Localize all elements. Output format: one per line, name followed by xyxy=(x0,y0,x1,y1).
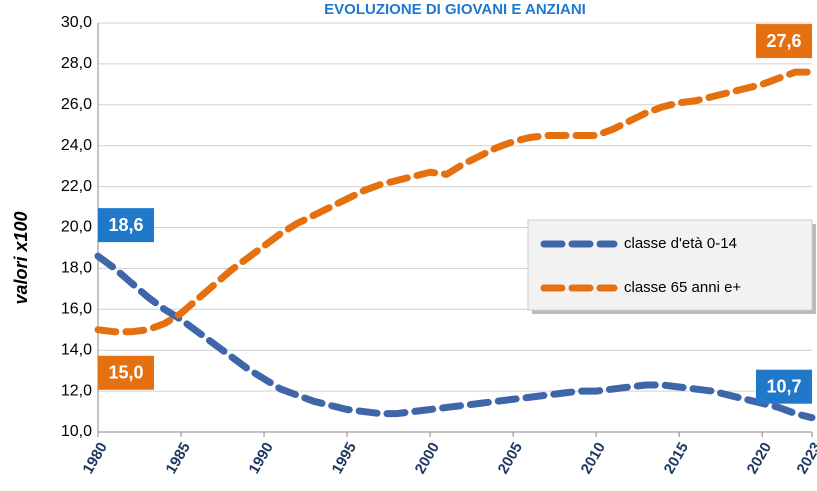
legend-label: classe 65 anni e+ xyxy=(624,279,741,296)
data-label-box xyxy=(756,24,812,59)
data-label: 18,6 xyxy=(108,215,143,235)
data-label: 10,7 xyxy=(766,376,801,396)
data-label-box xyxy=(98,355,154,390)
y-tick-label: 24,0 xyxy=(61,137,92,154)
series-line xyxy=(94,252,816,422)
y-tick-label: 16,0 xyxy=(61,301,92,318)
data-label: 27,6 xyxy=(766,31,801,51)
series-line xyxy=(94,68,816,336)
x-tick-label: 1985 xyxy=(163,439,194,476)
data-label-box xyxy=(756,369,812,404)
x-tick-label: 2000 xyxy=(412,439,443,476)
y-tick-label: 10,0 xyxy=(61,423,92,440)
x-tick-label: 2015 xyxy=(661,439,692,476)
y-tick-label: 12,0 xyxy=(61,382,92,399)
y-tick-label: 30,0 xyxy=(61,14,92,31)
y-tick-label: 20,0 xyxy=(61,219,92,236)
y-tick-label: 28,0 xyxy=(61,55,92,72)
x-tick-label: 2010 xyxy=(578,439,609,476)
x-tick-label: 2005 xyxy=(495,439,526,476)
chart-title: EVOLUZIONE DI GIOVANI E ANZIANI xyxy=(324,1,586,18)
legend-label: classe d'età 0-14 xyxy=(624,235,737,252)
y-tick-label: 14,0 xyxy=(61,341,92,358)
data-label-box xyxy=(98,208,154,243)
x-tick-label: 1990 xyxy=(246,439,277,476)
x-tick-label: 2020 xyxy=(744,439,775,476)
y-tick-label: 18,0 xyxy=(61,260,92,277)
x-tick-label: 1995 xyxy=(329,439,360,476)
data-label: 15,0 xyxy=(108,363,143,383)
y-axis-label: valori x100 xyxy=(11,211,31,304)
legend-box xyxy=(527,219,813,311)
y-tick-label: 22,0 xyxy=(61,178,92,195)
y-tick-label: 26,0 xyxy=(61,96,92,113)
x-tick-label: 2023 xyxy=(793,439,817,476)
x-tick-label: 1980 xyxy=(79,439,110,476)
